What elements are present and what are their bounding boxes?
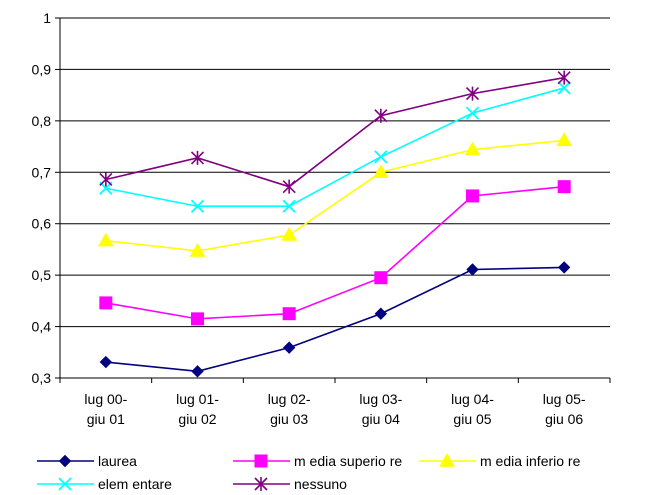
series-line [105,185,565,320]
y-tick-label: 0,9 [32,61,52,77]
data-point [282,341,296,354]
data-point [466,189,479,203]
axes [55,17,611,383]
x-tick-label: giu 02 [178,411,216,427]
legend-marker [254,477,268,491]
x-tick-label: lug 04- [451,391,494,407]
series-elem-entare [99,81,571,213]
legend-entry: laurea [37,453,137,469]
y-tick-label: 0,4 [32,319,52,335]
data-point [99,172,113,187]
legend-entry: nessuno [233,476,347,492]
data-point [191,365,204,378]
legend-label: m edia superio re [294,453,402,469]
series-line [105,76,565,188]
data-point [282,307,296,321]
y-tick-label: 0,3 [32,370,52,386]
data-point [465,106,480,120]
x-tick-label: giu 03 [270,411,308,427]
legend: laurea m edia superio re m edia inferio re… [37,452,581,492]
data-point [557,81,571,95]
y-tick-label: 0,6 [32,216,52,232]
series-line [105,266,565,373]
data-point [374,108,388,123]
series-nessuno [99,70,571,194]
legend-marker [58,454,72,468]
data-point [557,70,571,85]
data-point [557,261,571,274]
data-point [97,232,114,247]
data-point [99,355,113,369]
data-point [282,179,296,194]
legend-label: nessuno [294,476,347,492]
x-tick-label: giu 04 [362,411,400,427]
legend-label: laurea [98,453,137,469]
legend-label: m edia inferio re [480,453,581,469]
legend-entry: m edia inferio re [419,452,581,469]
data-point [190,199,205,213]
data-point [556,132,573,147]
data-point [374,271,388,285]
y-axis-tick-labels: 0,3 0,4 0,5 0,6 0,7 0,8 0,9 1 [32,10,52,386]
data-point [466,263,479,276]
data-point [190,150,205,165]
y-tick-label: 0,7 [32,164,52,180]
legend-marker [254,454,268,468]
x-tick-label: giu 06 [545,411,583,427]
y-tick-label: 1 [43,10,51,26]
series-lines [97,70,573,378]
y-tick-label: 0,5 [32,267,52,283]
data-point [189,242,206,257]
series-m-edia-inferio-re [97,132,573,257]
data-point [281,227,298,241]
legend-entry: elem entare [37,476,172,492]
series-m-edia-superio-re [99,180,571,326]
x-axis-tick-labels: lug 00- giu 01 lug 01- giu 02 lug 02- giu 03 l… [84,391,585,427]
series-laurea [99,261,571,378]
data-point [372,164,389,179]
data-point [282,199,296,213]
data-point [99,296,113,310]
data-point [374,307,388,320]
legend-label: elem entare [98,476,172,492]
x-tick-label: lug 02- [268,391,311,407]
series-line [105,139,565,252]
x-tick-label: lug 05- [543,391,586,407]
data-point [464,141,481,156]
x-tick-label: lug 01- [176,391,219,407]
x-tick-label: lug 00- [84,391,127,407]
gridlines [60,17,610,328]
x-tick-label: giu 05 [453,411,491,427]
x-tick-label: lug 03- [359,391,402,407]
data-point [557,180,571,194]
legend-marker [58,477,72,491]
x-tick-label: giu 01 [87,411,125,427]
data-point [374,150,388,164]
y-tick-label: 0,8 [32,113,52,129]
data-point [465,86,480,101]
data-point [191,312,204,326]
series-line [105,87,565,208]
legend-entry: m edia superio re [233,453,402,469]
legend-marker [439,452,455,467]
